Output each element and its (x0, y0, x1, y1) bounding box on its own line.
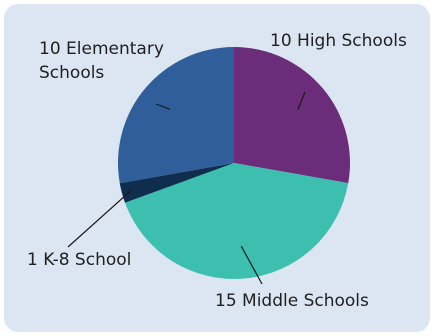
leader-k8-school (67, 190, 132, 248)
leader-high-schools (297, 91, 306, 110)
pie-slices (117, 47, 350, 279)
label-k8-school-line1: 1 K-8 School (27, 250, 131, 270)
label-middle-schools-line1: 15 Middle Schools (215, 291, 369, 311)
label-elementary-schools-line1: 10 Elementary (39, 39, 164, 59)
label-elementary-schools: 10 Elementary Schools (39, 39, 169, 83)
leader-lines (67, 91, 306, 285)
label-high-schools: 10 High Schools (270, 31, 407, 51)
slice-middle-schools (124, 163, 349, 279)
label-middle-schools: 15 Middle Schools (215, 291, 369, 311)
leader-middle-schools (240, 245, 263, 285)
label-elementary-schools-line2: Schools (39, 63, 104, 83)
slice-k8-school (119, 163, 234, 203)
leader-elementary-schools (155, 103, 171, 110)
slice-elementary-schools (117, 47, 234, 184)
slice-high-schools (234, 47, 350, 184)
label-high-schools-line1: 10 High Schools (270, 31, 407, 51)
label-k8-school: 1 K-8 School (27, 250, 131, 270)
